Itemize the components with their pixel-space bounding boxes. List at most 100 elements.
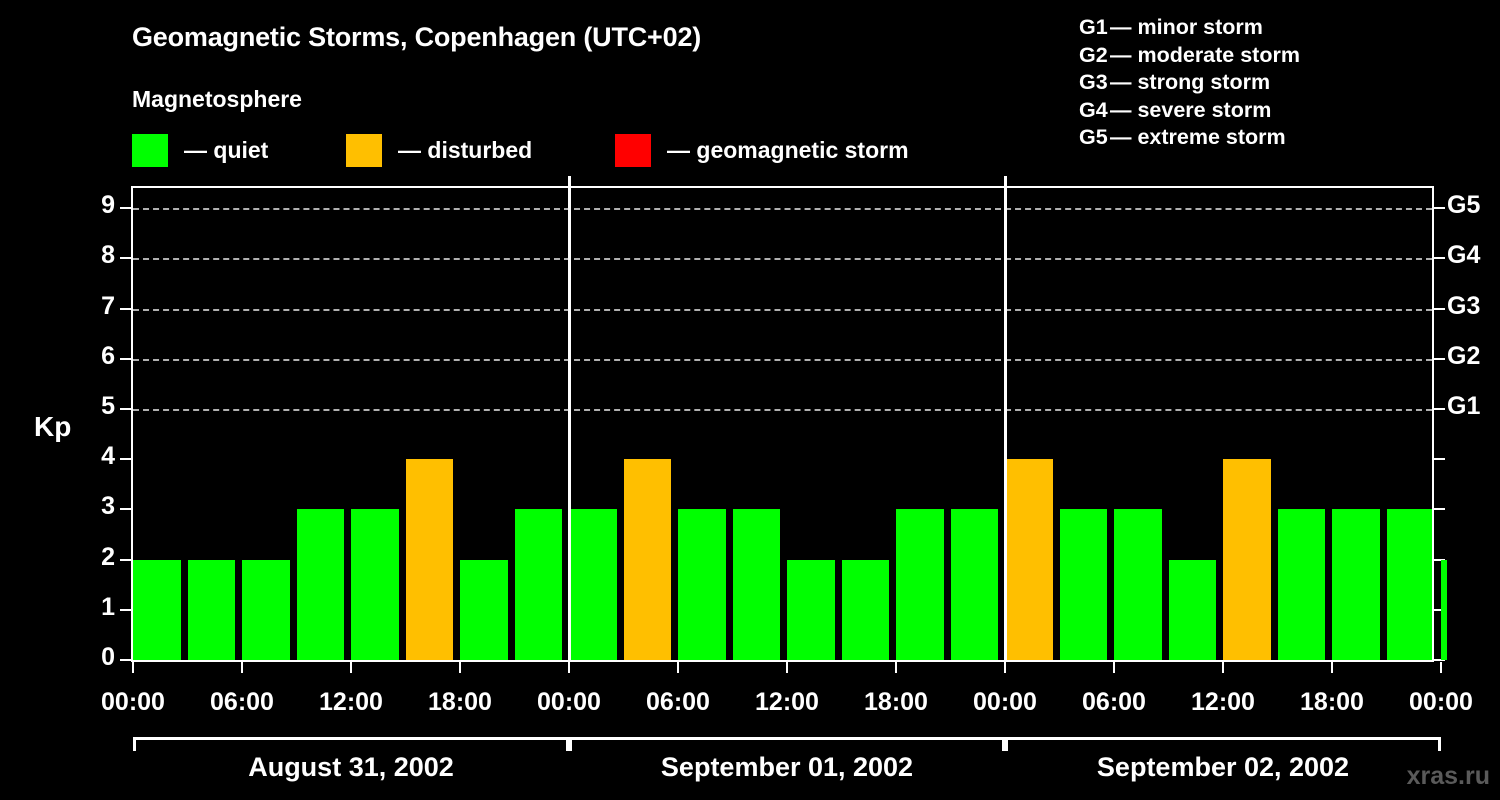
bar-kp[interactable] (896, 509, 944, 660)
legend-swatch-storm (615, 133, 651, 167)
gscale-row-g2: G2— moderate storm (1079, 42, 1300, 70)
x-tick-mark (1440, 662, 1442, 673)
y-tick-mark-3 (120, 508, 132, 511)
bar-kp[interactable] (296, 509, 344, 660)
y-tick-mark-0 (120, 659, 132, 661)
g-tick-label-g4: G4 (1447, 241, 1481, 270)
gscale-row-g5: G5— extreme storm (1079, 124, 1300, 152)
y-tick-label-4: 4 (101, 442, 115, 471)
x-tick-label: 18:00 (1300, 688, 1364, 716)
plot-inner (133, 176, 1447, 660)
bar-kp[interactable] (1114, 509, 1162, 660)
watermark: xras.ru (1406, 762, 1490, 790)
y-tick-mark-6 (120, 357, 132, 360)
x-tick-label: 00:00 (973, 688, 1037, 716)
x-tick-mark (895, 662, 897, 673)
x-tick-mark (459, 662, 461, 673)
g-tick-mark-g2 (1433, 357, 1445, 360)
bar-kp[interactable] (514, 509, 562, 660)
bar-kp[interactable] (841, 559, 889, 660)
y-tick-mark-7 (120, 307, 132, 310)
legend-label-disturbed: — disturbed (398, 136, 533, 163)
legend-label-quiet: — quiet (184, 136, 269, 163)
y-tick-mark-9 (120, 207, 132, 210)
x-tick-mark (1004, 662, 1006, 673)
page-title: Geomagnetic Storms, Copenhagen (UTC+02) (132, 22, 702, 52)
x-tick-mark (350, 662, 352, 673)
x-tick-label: 06:00 (1082, 688, 1146, 716)
bar-kp[interactable] (1168, 559, 1216, 660)
y-tick-label-2: 2 (101, 542, 115, 571)
bar-kp[interactable] (732, 509, 780, 660)
bar-kp[interactable] (950, 509, 998, 660)
x-tick-label: 12:00 (1191, 688, 1255, 716)
plot-area (131, 176, 1447, 662)
gscale-row-g1: G1— minor storm (1079, 14, 1300, 42)
bar-kp[interactable] (787, 559, 835, 660)
g-tick-minor-3 (1433, 508, 1445, 511)
gscale-text: — strong storm (1110, 70, 1271, 94)
x-tick-label: 00:00 (1409, 688, 1473, 716)
legend-swatch-quiet (132, 133, 168, 167)
x-tick-label: 12:00 (755, 688, 819, 716)
gridline-kp-8 (133, 258, 1432, 261)
g-tick-minor-1 (1433, 608, 1445, 611)
gscale-code: G4 (1079, 97, 1108, 122)
g-tick-minor-2 (1433, 558, 1445, 561)
bar-kp[interactable] (133, 559, 181, 660)
gscale-code: G3 (1079, 70, 1108, 94)
x-tick-mark (1113, 662, 1115, 673)
bar-kp[interactable] (1332, 509, 1380, 660)
x-tick-label: 18:00 (864, 688, 928, 716)
bar-kp[interactable] (1386, 509, 1432, 660)
legend-item-storm: — geomagnetic storm (615, 133, 909, 167)
bar-kp[interactable] (405, 459, 453, 660)
bar-kp[interactable] (351, 509, 399, 660)
x-tick-mark (677, 662, 679, 673)
bar-kp[interactable] (1059, 509, 1107, 660)
gscale-code: G1 (1079, 15, 1108, 39)
x-tick-label: 06:00 (210, 688, 274, 716)
day-separator (567, 176, 571, 660)
g-tick-label-g5: G5 (1447, 191, 1481, 220)
y-tick-label-8: 8 (101, 241, 115, 270)
y-tick-label-5: 5 (101, 391, 115, 420)
bar-kp[interactable] (1277, 509, 1325, 660)
g-tick-mark-g4 (1433, 257, 1445, 260)
bar-kp[interactable] (1223, 459, 1271, 660)
bar-kp[interactable] (1441, 559, 1447, 660)
g-tick-minor-4 (1433, 458, 1445, 461)
x-tick-mark (241, 662, 243, 673)
bar-kp[interactable] (678, 509, 726, 660)
legend-item-disturbed: — disturbed (346, 133, 532, 167)
bar-kp[interactable] (569, 509, 617, 660)
gscale-row-g3: G3— strong storm (1079, 69, 1300, 97)
gridline-kp-6 (133, 358, 1432, 361)
x-tick-label: 12:00 (319, 688, 383, 716)
gscale-row-g4: G4— severe storm (1079, 97, 1300, 125)
x-tick-mark (132, 662, 134, 673)
y-tick-label-3: 3 (101, 492, 115, 521)
y-axis-title: Kp (34, 411, 72, 442)
bar-kp[interactable] (242, 559, 290, 660)
gridline-kp-7 (133, 308, 1432, 311)
day-bracket (1005, 737, 1441, 751)
bar-kp[interactable] (460, 559, 508, 660)
y-tick-label-9: 9 (101, 191, 115, 220)
gscale-text: — severe storm (1110, 97, 1272, 122)
bar-kp[interactable] (187, 559, 235, 660)
x-tick-label: 06:00 (646, 688, 710, 716)
g-tick-mark-g3 (1433, 307, 1445, 310)
bar-kp[interactable] (1005, 459, 1053, 660)
g-tick-label-g2: G2 (1447, 341, 1481, 370)
legend-swatch-disturbed (346, 133, 382, 167)
day-label: September 01, 2002 (660, 752, 914, 782)
day-label: September 02, 2002 (1096, 752, 1350, 782)
subtitle: Magnetosphere (132, 86, 302, 112)
gscale-legend: G1— minor storm G2— moderate storm G3— str… (1079, 14, 1300, 152)
bar-kp[interactable] (623, 459, 671, 660)
day-bracket (569, 737, 1005, 751)
y-tick-label-7: 7 (101, 291, 115, 320)
x-tick-label: 00:00 (101, 688, 165, 716)
